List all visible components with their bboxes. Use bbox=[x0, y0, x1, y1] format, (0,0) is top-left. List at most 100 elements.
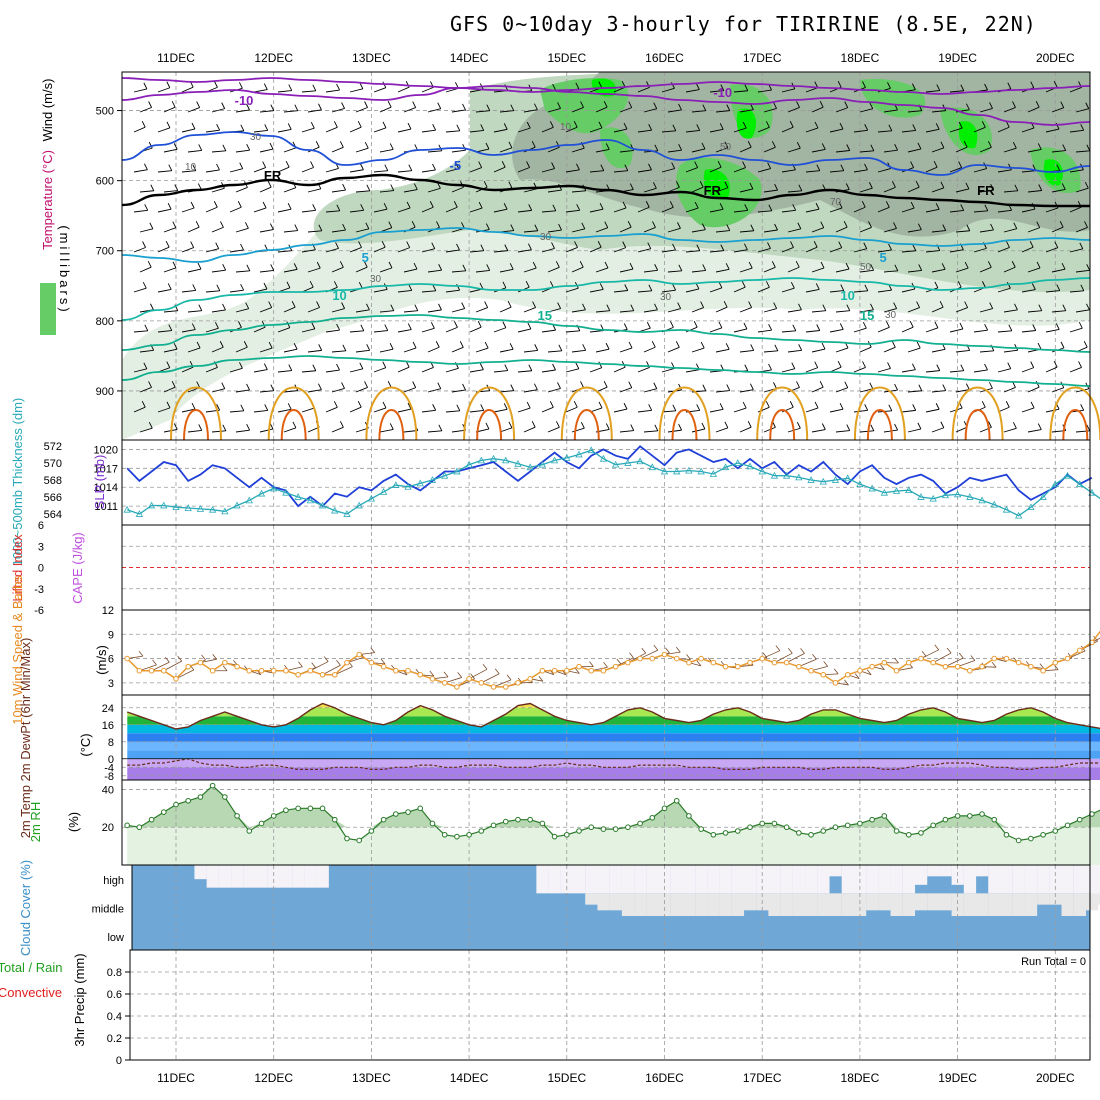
wind-barb bbox=[427, 108, 441, 113]
cloud-clear-bar bbox=[878, 865, 891, 894]
rh2m-point bbox=[136, 824, 143, 831]
wind-barb-flag bbox=[436, 221, 440, 228]
wind-barb-flag bbox=[262, 161, 267, 168]
thickness-point bbox=[660, 467, 669, 475]
wind-barb-flag bbox=[960, 204, 965, 211]
wind-barb-flag bbox=[598, 121, 603, 129]
wind-barb bbox=[211, 108, 225, 113]
wind-barb bbox=[157, 288, 172, 293]
wind10-point bbox=[405, 667, 411, 674]
wind-barb-flag bbox=[246, 103, 250, 111]
wind-barb-flag bbox=[557, 302, 562, 309]
wind-barb bbox=[187, 310, 202, 313]
cloud-clear-bar bbox=[866, 865, 879, 894]
wind-barb bbox=[877, 206, 890, 213]
rh2m-point bbox=[771, 820, 778, 827]
wind-barb-flag bbox=[654, 303, 658, 311]
wind-barb-flag bbox=[533, 383, 538, 390]
wind-barb-flag bbox=[1059, 220, 1064, 228]
wind-barb bbox=[139, 107, 152, 113]
temp2m-ytick-label: 16 bbox=[102, 720, 114, 732]
wind-barb-flag bbox=[1086, 144, 1091, 151]
wind-barb-flag bbox=[150, 303, 154, 310]
thickness-point bbox=[917, 493, 925, 500]
upper-ytick-label: 700 bbox=[96, 246, 114, 258]
wind10-point bbox=[173, 676, 179, 682]
wind-barb bbox=[973, 369, 988, 373]
wind-barb bbox=[589, 367, 602, 373]
wind-barb bbox=[1027, 190, 1042, 193]
wind-barb-flag bbox=[359, 82, 364, 90]
date-label-top: 20DEC bbox=[1036, 51, 1075, 65]
thickness-point bbox=[709, 470, 718, 477]
wind-barb bbox=[661, 410, 676, 413]
wind-barb bbox=[781, 126, 794, 133]
wind-barb bbox=[427, 388, 441, 393]
wind-barb bbox=[757, 210, 772, 213]
temp2m-ytick-label: 24 bbox=[102, 703, 114, 715]
wind-barb bbox=[1045, 366, 1058, 373]
precip-panel bbox=[125, 949, 1091, 1061]
wind-barb-flag bbox=[719, 123, 724, 130]
wind-barb-flag bbox=[672, 243, 676, 251]
wind-barb-flag bbox=[312, 204, 317, 211]
wind-barb-flag bbox=[456, 243, 460, 251]
wind-barb-flag bbox=[267, 180, 272, 188]
wind-barb bbox=[331, 108, 345, 113]
thickness-point bbox=[550, 456, 559, 464]
wind-barb-flag bbox=[935, 203, 940, 210]
wind-barb-flag bbox=[719, 403, 724, 410]
wind-barb-flag bbox=[749, 182, 754, 190]
wind10-barb bbox=[468, 668, 488, 680]
rh2m-point bbox=[527, 816, 533, 823]
wind-barb bbox=[379, 106, 392, 113]
wind-barb bbox=[595, 348, 610, 353]
wind-barb bbox=[379, 267, 393, 273]
wind10-ylabel: 10m Wind Speed & Barbs bbox=[10, 575, 25, 725]
wind-barb bbox=[979, 146, 992, 153]
wind-barb-flag bbox=[197, 262, 202, 270]
wind-barb bbox=[883, 227, 897, 233]
wind-barb bbox=[421, 206, 434, 213]
wind-barb-flag bbox=[1037, 423, 1042, 430]
wind10-point bbox=[979, 663, 985, 670]
wind-barb-flag bbox=[429, 201, 434, 208]
wind-barb-flag bbox=[431, 242, 436, 249]
wind-barb-flag bbox=[412, 341, 417, 349]
wind-barb-flag bbox=[485, 422, 490, 430]
wind-barb-flag bbox=[1011, 261, 1016, 268]
wind-barb-flag bbox=[382, 401, 387, 409]
wind10-barb-flag bbox=[589, 661, 594, 667]
wind-barb bbox=[955, 349, 970, 353]
wind-barb bbox=[643, 227, 656, 233]
rh2m-point bbox=[734, 828, 741, 834]
wind-barb bbox=[325, 126, 338, 133]
wind-barb-flag bbox=[293, 263, 298, 270]
wind10-point bbox=[136, 667, 143, 674]
wind-barb bbox=[541, 329, 556, 333]
thickness-point bbox=[221, 507, 229, 515]
wind-barb bbox=[997, 247, 1010, 253]
wind10-barb-flag bbox=[603, 661, 608, 668]
thickness-point bbox=[306, 496, 315, 504]
wind10-point bbox=[905, 659, 912, 666]
wind-barb-flag bbox=[582, 303, 586, 311]
wind-barb-flag bbox=[741, 280, 746, 288]
wind-barb-flag bbox=[526, 161, 530, 168]
thickness-point bbox=[453, 467, 461, 475]
cloud-clear-bar bbox=[621, 893, 635, 916]
date-label-bottom: 11DEC bbox=[157, 1071, 195, 1085]
wind-barb bbox=[427, 269, 442, 273]
wind-barb bbox=[355, 349, 370, 353]
wind-barb-flag bbox=[934, 281, 939, 288]
wind10-point bbox=[942, 663, 949, 670]
wind10-barb-flag bbox=[152, 659, 157, 666]
wind-barb bbox=[805, 170, 820, 173]
wind-barb bbox=[1075, 108, 1089, 113]
wind-barb bbox=[733, 127, 747, 133]
cloud-clear-bar bbox=[1073, 865, 1087, 894]
wind-barb-flag bbox=[839, 402, 844, 410]
wind-barb bbox=[397, 290, 412, 293]
wind-barb bbox=[1003, 386, 1016, 393]
wind-barb bbox=[859, 346, 872, 353]
